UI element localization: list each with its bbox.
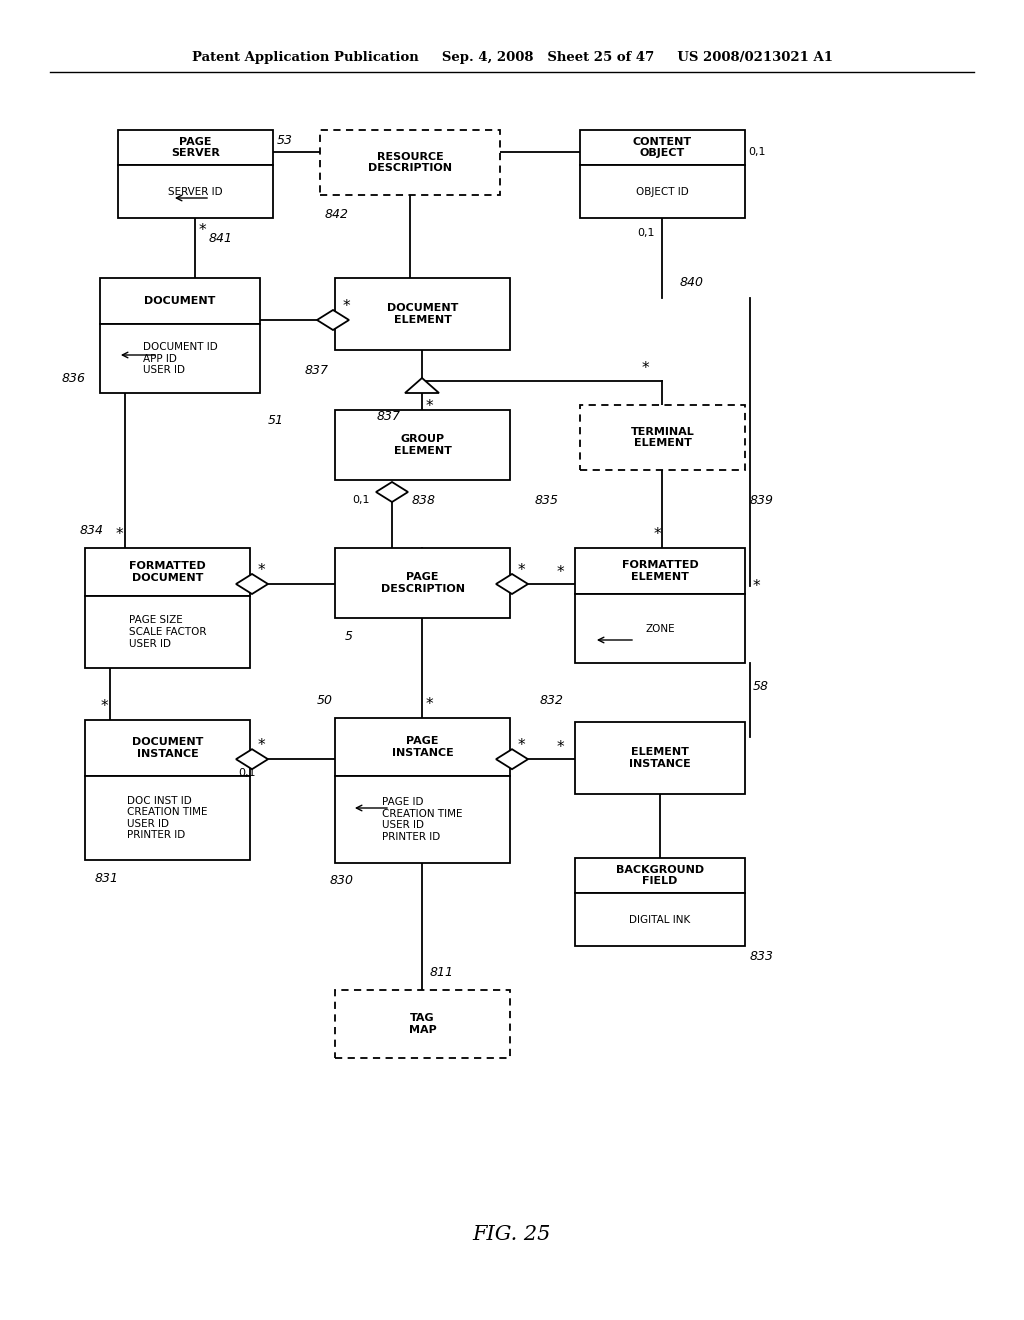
Text: DOCUMENT: DOCUMENT <box>144 296 216 306</box>
Text: GROUP
ELEMENT: GROUP ELEMENT <box>393 434 452 455</box>
Text: TERMINAL
ELEMENT: TERMINAL ELEMENT <box>631 426 694 449</box>
Text: DOCUMENT ID
APP ID
USER ID: DOCUMENT ID APP ID USER ID <box>142 342 217 375</box>
Text: Patent Application Publication     Sep. 4, 2008   Sheet 25 of 47     US 2008/021: Patent Application Publication Sep. 4, 2… <box>191 51 833 65</box>
Text: 840: 840 <box>680 276 705 289</box>
Bar <box>319 129 500 195</box>
Polygon shape <box>236 750 268 770</box>
Bar <box>100 323 260 393</box>
Bar <box>85 597 250 668</box>
Text: 835: 835 <box>535 494 559 507</box>
Text: *: * <box>258 562 265 578</box>
Text: 837: 837 <box>377 409 401 422</box>
Bar <box>335 548 510 618</box>
Text: ZONE: ZONE <box>645 623 675 634</box>
Text: 5: 5 <box>345 630 353 643</box>
Bar <box>335 718 510 776</box>
Text: FORMATTED
DOCUMENT: FORMATTED DOCUMENT <box>129 561 206 583</box>
Text: *: * <box>343 298 350 314</box>
Text: 841: 841 <box>209 231 233 244</box>
Text: PAGE
INSTANCE: PAGE INSTANCE <box>391 737 454 758</box>
Text: PAGE ID
CREATION TIME
USER ID
PRINTER ID: PAGE ID CREATION TIME USER ID PRINTER ID <box>382 797 463 842</box>
Text: FIG. 25: FIG. 25 <box>473 1225 551 1245</box>
Bar <box>85 719 250 776</box>
Text: *: * <box>642 360 649 375</box>
Text: 0,1: 0,1 <box>352 495 370 506</box>
Bar <box>335 279 510 350</box>
Text: *: * <box>101 698 109 714</box>
Text: 53: 53 <box>278 133 293 147</box>
Bar <box>100 279 260 323</box>
Text: DIGITAL INK: DIGITAL INK <box>630 915 690 924</box>
Text: DOCUMENT
ELEMENT: DOCUMENT ELEMENT <box>387 304 458 325</box>
Bar <box>85 776 250 861</box>
Text: *: * <box>518 562 525 578</box>
Polygon shape <box>236 574 268 594</box>
Text: PAGE SIZE
SCALE FACTOR
USER ID: PAGE SIZE SCALE FACTOR USER ID <box>129 615 206 648</box>
Bar <box>575 722 745 795</box>
Text: PAGE
SERVER: PAGE SERVER <box>171 137 220 158</box>
Polygon shape <box>406 378 439 393</box>
Text: PAGE
DESCRIPTION: PAGE DESCRIPTION <box>381 572 465 594</box>
Bar <box>118 129 273 165</box>
Polygon shape <box>376 482 408 502</box>
Text: *: * <box>557 565 564 579</box>
Polygon shape <box>496 574 528 594</box>
Polygon shape <box>317 310 349 330</box>
Polygon shape <box>496 750 528 770</box>
Text: CONTENT
OBJECT: CONTENT OBJECT <box>633 137 692 158</box>
Text: *: * <box>426 399 433 413</box>
Text: *: * <box>654 527 662 541</box>
Text: *: * <box>557 739 564 755</box>
Text: *: * <box>518 738 525 752</box>
Text: ELEMENT
INSTANCE: ELEMENT INSTANCE <box>629 747 691 768</box>
Text: 836: 836 <box>62 371 86 384</box>
Bar <box>580 165 745 218</box>
Text: 51: 51 <box>268 413 284 426</box>
Text: 0,1: 0,1 <box>748 147 766 157</box>
Text: 830: 830 <box>330 874 354 887</box>
Text: BACKGROUND
FIELD: BACKGROUND FIELD <box>616 865 705 887</box>
Bar <box>335 990 510 1059</box>
Bar <box>575 858 745 894</box>
Text: 837: 837 <box>305 363 329 376</box>
Bar <box>335 776 510 863</box>
Bar <box>118 165 273 218</box>
Bar <box>335 411 510 480</box>
Bar <box>580 129 745 165</box>
Text: 834: 834 <box>80 524 104 536</box>
Text: SERVER ID: SERVER ID <box>168 186 223 197</box>
Text: 842: 842 <box>325 209 349 222</box>
Text: OBJECT ID: OBJECT ID <box>636 186 689 197</box>
Text: 831: 831 <box>95 871 119 884</box>
Bar <box>575 594 745 663</box>
Text: 832: 832 <box>540 693 564 706</box>
Text: 50: 50 <box>317 693 333 706</box>
Text: DOC INST ID
CREATION TIME
USER ID
PRINTER ID: DOC INST ID CREATION TIME USER ID PRINTE… <box>127 796 208 841</box>
Bar <box>580 405 745 470</box>
Bar <box>575 894 745 946</box>
Text: FORMATTED
ELEMENT: FORMATTED ELEMENT <box>622 560 698 582</box>
Text: TAG
MAP: TAG MAP <box>409 1014 436 1035</box>
Text: 838: 838 <box>412 494 436 507</box>
Text: *: * <box>426 697 433 711</box>
Text: *: * <box>258 738 265 752</box>
Text: DOCUMENT
INSTANCE: DOCUMENT INSTANCE <box>132 737 203 759</box>
Text: 833: 833 <box>750 949 774 962</box>
Text: 0,1: 0,1 <box>238 768 256 779</box>
Bar <box>575 548 745 594</box>
Text: *: * <box>116 527 124 541</box>
Text: RESOURCE
DESCRIPTION: RESOURCE DESCRIPTION <box>368 152 452 173</box>
Text: *: * <box>753 578 761 594</box>
Text: *: * <box>199 223 207 238</box>
Text: 58: 58 <box>753 680 769 693</box>
Bar <box>85 548 250 597</box>
Text: 811: 811 <box>430 965 454 978</box>
Text: 839: 839 <box>750 494 774 507</box>
Text: 0,1: 0,1 <box>637 228 654 238</box>
